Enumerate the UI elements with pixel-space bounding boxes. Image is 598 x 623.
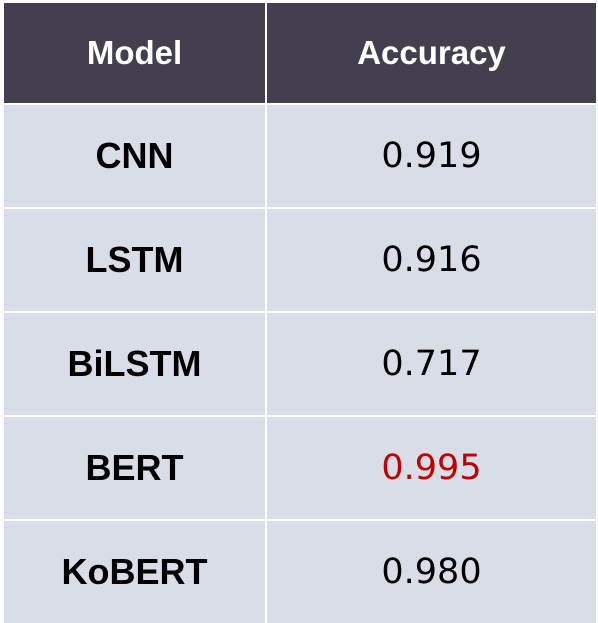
accuracy-cell-kobert: 0.980 [267, 521, 596, 623]
accuracy-cell-bert: 0.995 [267, 417, 596, 519]
model-cell-cnn: CNN [4, 105, 265, 207]
accuracy-cell-bilstm: 0.717 [267, 313, 596, 415]
model-cell-bilstm: BiLSTM [4, 313, 265, 415]
results-table: Model Accuracy CNN 0.919 LSTM 0.916 BiLS… [4, 3, 596, 623]
accuracy-cell-cnn: 0.919 [267, 105, 596, 207]
model-cell-bert: BERT [4, 417, 265, 519]
header-accuracy: Accuracy [267, 3, 596, 103]
model-cell-lstm: LSTM [4, 209, 265, 311]
header-model: Model [4, 3, 265, 103]
accuracy-cell-lstm: 0.916 [267, 209, 596, 311]
model-cell-kobert: KoBERT [4, 521, 265, 623]
